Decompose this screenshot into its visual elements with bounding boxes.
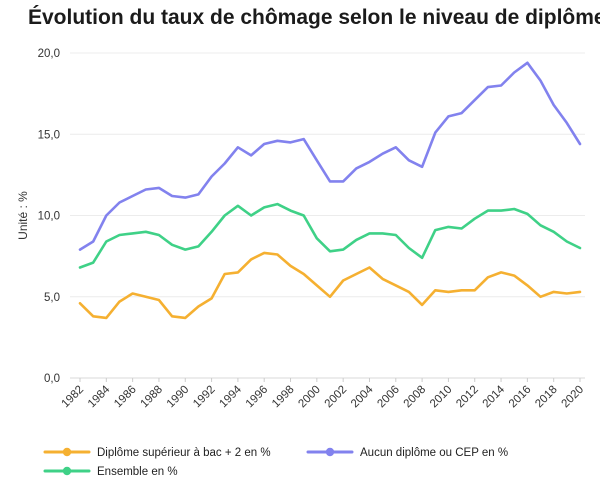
y-tick-label: 15,0 — [38, 129, 60, 141]
x-tick-label: 2014 — [481, 383, 508, 410]
series-lines — [78, 61, 582, 320]
x-tick-label: 2006 — [375, 384, 402, 411]
series-line-1 — [78, 61, 582, 251]
legend-swatch-dot — [62, 447, 72, 457]
legend-swatch-dot — [325, 447, 335, 457]
gridlines — [70, 52, 585, 379]
y-axis: 0,0 5,0 10,0 15,0 20,0 Unité : % — [16, 48, 60, 385]
x-tick-label: 1982 — [60, 384, 87, 411]
x-tick-label: 1988 — [138, 384, 165, 411]
x-tick-label: 1992 — [191, 384, 218, 411]
x-tick-label: 1996 — [244, 384, 271, 411]
x-tick-label: 1994 — [217, 383, 244, 410]
legend-item[interactable]: Aucun diplôme ou CEP en % — [306, 447, 508, 459]
legend-item[interactable]: Ensemble en % — [43, 466, 178, 478]
x-tick-label: 1986 — [112, 384, 139, 411]
legend: Diplôme supérieur à bac + 2 en % Aucun di… — [43, 447, 508, 478]
y-tick-label: 0,0 — [44, 373, 60, 385]
legend-item[interactable]: Diplôme supérieur à bac + 2 en % — [43, 447, 271, 459]
series-line-2 — [78, 202, 582, 269]
x-tick-label: 2004 — [349, 383, 376, 410]
x-tick-label: 1998 — [270, 384, 297, 411]
x-tick-label: 1990 — [165, 384, 192, 411]
x-tick-label: 2000 — [296, 384, 323, 411]
legend-label: Aucun diplôme ou CEP en % — [360, 447, 508, 459]
x-tick-label: 2016 — [507, 384, 534, 411]
x-axis: 1982 1984 1986 1988 1990 1992 1994 1996 1998 2000… — [60, 378, 587, 411]
legend-swatch-dot — [62, 466, 72, 476]
x-tick-label: 2008 — [402, 384, 429, 411]
y-tick-label: 5,0 — [44, 292, 60, 304]
x-tick-label: 1984 — [86, 383, 113, 410]
y-axis-title: Unité : % — [16, 191, 30, 240]
x-tick-label: 2018 — [533, 384, 560, 411]
x-tick-label: 2002 — [323, 384, 350, 411]
y-tick-label: 20,0 — [38, 48, 60, 60]
legend-label: Ensemble en % — [97, 466, 178, 478]
x-tick-label: 2010 — [428, 384, 455, 411]
x-tick-label: 2012 — [454, 384, 481, 411]
x-tick-label: 2020 — [560, 384, 587, 411]
y-tick-label: 10,0 — [38, 211, 60, 223]
series-line-0 — [78, 251, 582, 320]
chart-title: Évolution du taux de chômage selon le ni… — [28, 6, 600, 29]
legend-label: Diplôme supérieur à bac + 2 en % — [97, 447, 271, 459]
